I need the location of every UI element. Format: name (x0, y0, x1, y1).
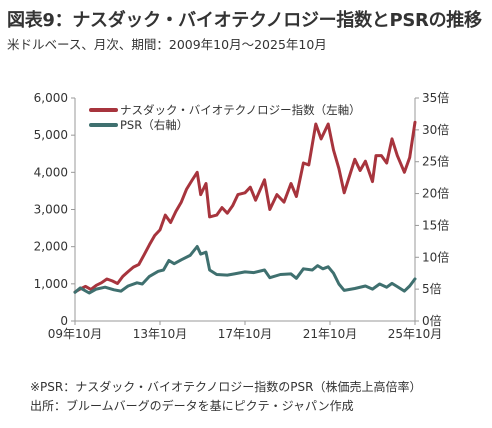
chart-lines (73, 120, 417, 295)
figure-subtitle: 米ドルベース、月次、期間：2009年10月～2025年10月 (7, 37, 327, 52)
x-tick-label: 21年10月 (303, 327, 358, 341)
x-tick-label: 13年10月 (133, 327, 188, 341)
right-tick-label: 35倍 (422, 90, 449, 105)
x-tick-label: 25年10月 (388, 327, 443, 341)
legend-psr-label: PSR（右軸） (120, 118, 188, 132)
right-tick-label: 0倍 (422, 313, 442, 328)
left-tick-label: 6,000 (34, 91, 68, 105)
left-tick-label: 0 (60, 314, 68, 328)
psr-series-line (73, 245, 417, 295)
left-tick-label: 3,000 (34, 203, 68, 217)
psr-footnote: ※PSR：ナスダック・バイオテクノロジー指数のPSR（株価売上高倍率） (30, 380, 422, 394)
figure-title: 図表9：ナスダック・バイオテクノロジー指数とPSRの推移 (7, 10, 482, 31)
left-tick-label: 5,000 (34, 128, 68, 142)
index-series-line (73, 120, 417, 294)
right-tick-label: 15倍 (422, 217, 449, 232)
right-tick-label: 25倍 (422, 154, 449, 169)
right-tick-label: 10倍 (422, 249, 449, 264)
left-tick-label: 4,000 (34, 165, 68, 179)
source-footnote: 出所：ブルームバーグのデータを基にピクテ・ジャパン作成 (30, 399, 354, 413)
x-tick-label: 09年10月 (48, 327, 103, 341)
legend-index-label: ナスダック・バイオテクノロジー指数（左軸） (120, 103, 361, 117)
right-tick-label: 30倍 (422, 122, 449, 137)
right-tick-label: 20倍 (422, 186, 449, 201)
left-tick-label: 2,000 (34, 240, 68, 254)
left-tick-label: 1,000 (34, 277, 68, 291)
right-tick-label: 5倍 (422, 281, 442, 296)
chart-axes: 0 1,000 2,000 3,000 4,000 5,000 6,000 0倍 5倍 10倍 15… (34, 90, 450, 341)
x-tick-label: 17年10月 (218, 327, 273, 341)
chart-legend: ナスダック・バイオテクノロジー指数（左軸）PSR（右軸） (89, 103, 361, 132)
